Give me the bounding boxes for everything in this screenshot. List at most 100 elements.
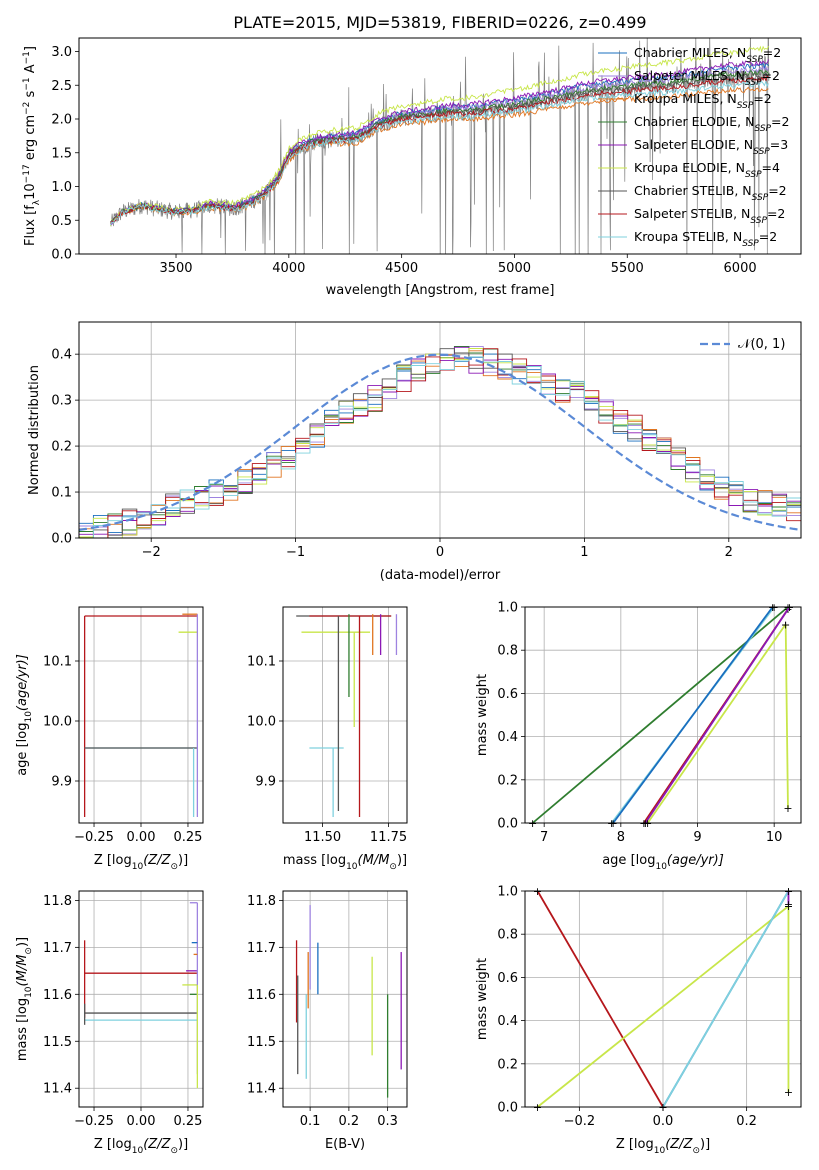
y-tick-label: 0.2 [51,440,72,455]
x-tick-label: −0.25 [74,830,114,845]
panel-age_vs_Z: −0.25 0.00 0.25 9.9 10.0 10.1 Z [log10(Z/Z⊙)] a… [15,606,204,872]
y-tick-label: 11.7 [247,941,276,956]
panel-weight_vs_Z: −0.20.00.20.00.20.40.60.81.0++++++++++++… [475,885,802,1156]
x-axis-label: Z [log10(Z/Z⊙)] [94,1137,188,1156]
panel-age_vs_mass: 11.50 11.75 9.9 10.0 10.1 mass [log10(M/M⊙)] [247,606,408,872]
panels: 3500 4000 4500 5000 5500 6000 0.0 0.5 1.0 1.5 2.0 2… [15,37,802,1156]
x-tick-label: 0.2 [736,1114,757,1129]
x-tick-label: 0.00 [127,830,156,845]
y-tick-label: 0.0 [497,1101,518,1116]
x-tick-label: 0.3 [377,1114,398,1129]
axes-frame [78,321,802,539]
x-tick-label: 4500 [385,261,418,276]
y-tick-label: 11.6 [247,988,276,1003]
legend-entry: Chabrier MILES, NSSP=2 [634,45,781,65]
legend-entry: Chabrier STELIB, NSSP=2 [634,183,787,203]
legend-entry: Salpeter ELODIE, NSSP=3 [634,137,788,157]
y-tick-label: 9.9 [51,775,72,790]
spectrum-model-line [110,80,769,226]
x-tick-label: 0.1 [300,1114,321,1129]
x-axis-label: mass [log10(M/M⊙)] [283,853,407,872]
x-tick-label: 0.25 [173,830,202,845]
axes-frame [524,606,802,824]
y-tick-label: 1.0 [51,180,72,195]
y-axis-label: mass [log10(M/M⊙)] [15,937,34,1061]
segments [83,613,199,817]
x-tick-label: 1 [580,545,588,560]
x-tick-label: 3500 [159,261,192,276]
x-tick-label: 0.00 [127,1114,156,1129]
x-tick-label: 6000 [724,261,757,276]
legend-entry: Salpeter STELIB, NSSP=2 [634,206,785,226]
weight-line [784,624,789,808]
legend-entry: Kroupa ELODIE, NSSP=4 [634,160,780,180]
spectrum-model-line [110,86,769,224]
y-tick-label: 1.0 [497,885,518,900]
x-axis-label: Z [log10(Z/Z⊙)] [94,853,188,872]
weight-point: + [783,802,792,815]
spectrum-data-line [110,38,770,254]
y-tick-label: 1.5 [51,146,72,161]
y-tick-label: 0.6 [497,971,518,986]
x-tick-label: 5000 [498,261,531,276]
legend-entry: Salpeter MILES, NSSP=2 [634,68,780,88]
y-tick-label: 11.8 [43,894,72,909]
y-axis-label: Flux [fλ10−17 erg cm−2 s−1 A−1] [22,46,42,246]
x-tick-label: 7 [540,830,548,845]
hist-series [79,356,801,539]
x-axis-label: age [log10(age/yr)] [602,853,724,872]
y-tick-label: 9.9 [255,775,276,790]
y-tick-label: 10.0 [43,715,72,730]
axes-frame [78,37,802,255]
hist-lines [79,346,801,539]
y-tick-label: 11.4 [247,1082,276,1097]
panel-weight_vs_age: 789100.00.20.40.60.81.0++++++++++++++age… [475,601,802,872]
panel-spectrum: 3500 4000 4500 5000 5500 6000 0.0 0.5 1.0 1.5 2.0 2… [22,37,802,298]
legend-entry: Chabrier ELODIE, NSSP=2 [634,114,789,134]
y-tick-label: 11.8 [247,894,276,909]
weight-line [536,905,790,1108]
x-axis-label: Z [log10(Z/Z⊙)] [616,1137,710,1156]
weight-lines: ++++++++++++++ [528,601,794,830]
y-axis-label: mass weight [475,674,490,756]
x-tick-label: 10 [766,830,783,845]
y-tick-label: 1.0 [497,601,518,616]
y-tick-label: 0.4 [497,730,518,745]
x-tick-label: −0.2 [564,1114,596,1129]
y-tick-label: 3.0 [51,45,72,60]
y-axis-label: age [log10(age/yr)] [15,654,34,776]
panel-mass_vs_EBV: 0.1 0.2 0.3 11.4 11.5 11.6 11.7 11.8 E(B-V) [247,890,408,1152]
spectrum-model-line [110,45,769,227]
y-tick-label: 0.1 [51,486,72,501]
y-tick-label: 11.5 [247,1035,276,1050]
y-tick-label: 0.0 [51,532,72,547]
figure-title: PLATE=2015, MJD=53819, FIBERID=0226, z=0… [233,13,646,32]
x-tick-label: −0.25 [74,1114,114,1129]
axes-frame [78,606,204,824]
legend-entry: 𝒩(0, 1) [738,337,785,352]
x-tick-label: 11.50 [304,830,341,845]
y-tick-label: 2.0 [51,113,72,128]
weight-line [646,623,787,824]
y-tick-label: 0.0 [51,248,72,263]
x-axis-label: (data-model)/error [380,568,501,583]
x-tick-label: 0.0 [653,1114,674,1129]
weight-point: + [781,618,790,631]
x-tick-label: 8 [617,830,625,845]
y-tick-label: 0.2 [497,773,518,788]
y-tick-label: 11.5 [43,1035,72,1050]
y-axis-label: mass weight [475,958,490,1040]
spectrum-lines [110,38,770,254]
y-tick-label: 0.5 [51,214,72,229]
x-tick-label: 0.2 [339,1114,360,1129]
x-tick-label: 11.75 [370,830,407,845]
y-tick-label: 0.8 [497,644,518,659]
y-tick-label: 11.4 [43,1082,72,1097]
y-tick-label: 11.7 [43,941,72,956]
segments [83,902,199,1089]
x-tick-label: 4000 [272,261,305,276]
weight-line [612,606,774,824]
x-tick-label: 9 [693,830,701,845]
y-axis-label: Normed distribution [27,365,42,495]
